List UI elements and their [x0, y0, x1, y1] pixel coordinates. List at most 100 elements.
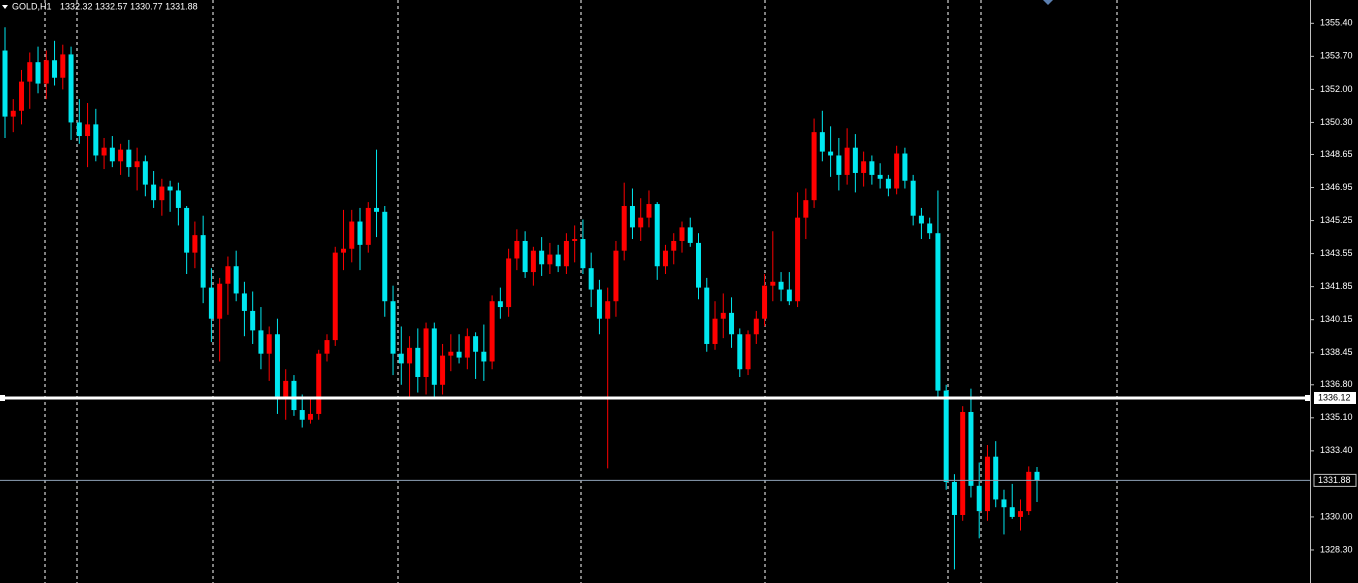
- candle-body: [770, 281, 776, 286]
- candle-body: [217, 283, 223, 319]
- candle-body: [943, 390, 949, 482]
- candle-body: [126, 149, 132, 168]
- y-tick-label: 1333.40: [1320, 445, 1353, 455]
- candle-body: [844, 147, 850, 175]
- candle-body: [200, 235, 206, 288]
- candle-body: [192, 235, 198, 253]
- candle-body: [382, 211, 388, 302]
- candle-body: [745, 334, 751, 370]
- candle-body: [27, 62, 33, 82]
- bid-label-box: [1313, 473, 1357, 487]
- candle-body: [1009, 507, 1015, 517]
- candle-body: [712, 318, 718, 344]
- candle-body: [233, 266, 239, 294]
- candle-body: [431, 328, 437, 385]
- y-tick-label: 1353.70: [1320, 51, 1353, 61]
- candle-body: [118, 149, 124, 162]
- candle-body: [423, 328, 429, 378]
- hline-handle: [1305, 394, 1310, 401]
- y-tick-label: 1348.65: [1320, 149, 1353, 159]
- candle-body: [605, 301, 611, 319]
- candle-body: [291, 380, 297, 411]
- candle-body: [184, 207, 190, 253]
- candle-body: [803, 200, 809, 218]
- candle-body: [885, 178, 891, 189]
- candle-body: [910, 180, 916, 216]
- marker: [1043, 0, 1053, 5]
- candle-body: [861, 161, 867, 173]
- candle-body: [225, 266, 231, 284]
- candle-body: [151, 184, 157, 201]
- candle-body: [588, 268, 594, 290]
- candle-body: [555, 254, 561, 267]
- y-tick-label: 1335.10: [1320, 412, 1353, 422]
- y-tick-label: 1343.55: [1320, 248, 1353, 258]
- candle-body: [621, 205, 627, 251]
- hline-label-box: [1314, 391, 1356, 404]
- candle-body: [374, 207, 380, 212]
- candle-body: [654, 204, 660, 267]
- candle-body: [679, 227, 685, 241]
- candle-body: [349, 221, 355, 249]
- candle-body: [440, 355, 446, 385]
- y-tick-label: 1328.30: [1320, 544, 1353, 554]
- candle-body: [852, 147, 858, 173]
- candle-body: [877, 174, 883, 179]
- candle-body: [266, 334, 272, 354]
- candle-body: [456, 351, 462, 358]
- symbol: GOLD,H1: [12, 1, 52, 11]
- candle-body: [968, 411, 974, 486]
- candle-body: [522, 240, 528, 273]
- candle-body: [737, 334, 743, 370]
- candle-body: [76, 122, 82, 137]
- candle-body: [646, 204, 652, 218]
- candle-body: [704, 287, 710, 344]
- candle-body: [795, 217, 801, 302]
- candle-body: [481, 351, 487, 362]
- candle-body: [497, 301, 503, 308]
- candle-body: [1026, 471, 1032, 512]
- y-tick-label: 1340.15: [1320, 314, 1353, 324]
- candle-body: [208, 287, 214, 319]
- candle-body: [2, 50, 8, 117]
- candle-body: [976, 485, 982, 512]
- candle-body: [596, 289, 602, 319]
- y-tick-label: 1330.00: [1320, 511, 1353, 521]
- period-separators: [44, 0, 1118, 583]
- candle-body: [85, 124, 91, 137]
- candle-body: [258, 330, 264, 354]
- candle-body: [390, 301, 396, 354]
- candle-body: [580, 239, 586, 269]
- candle-body: [101, 147, 107, 156]
- candle-body: [241, 293, 247, 311]
- candle-body: [398, 353, 404, 364]
- y-tick-label: 1346.95: [1320, 182, 1353, 192]
- candle-body: [935, 233, 941, 391]
- hline-handle: [0, 394, 5, 401]
- ohlc: 1332.32 1332.57 1330.77 1331.88: [60, 1, 198, 11]
- candle-body: [951, 481, 957, 515]
- candle-body: [68, 54, 74, 123]
- candle-body: [1034, 471, 1040, 481]
- menu-arrow[interactable]: [2, 5, 8, 9]
- candle-body: [662, 250, 668, 267]
- candle-body: [993, 456, 999, 500]
- candle-body: [514, 240, 520, 259]
- candle-body: [563, 240, 569, 267]
- candle-body: [324, 340, 330, 354]
- candle-body: [109, 147, 115, 162]
- candle-body: [530, 250, 536, 273]
- candle-body: [1017, 511, 1023, 517]
- candle-body: [448, 351, 454, 356]
- candle-body: [407, 347, 413, 364]
- candle-body: [316, 353, 322, 414]
- candle-body: [10, 110, 16, 117]
- candle-body: [134, 161, 140, 168]
- candle-body: [547, 254, 553, 265]
- candle-body: [927, 223, 933, 234]
- candle-body: [93, 124, 99, 156]
- candle-body: [902, 153, 908, 181]
- candle-body: [473, 336, 479, 352]
